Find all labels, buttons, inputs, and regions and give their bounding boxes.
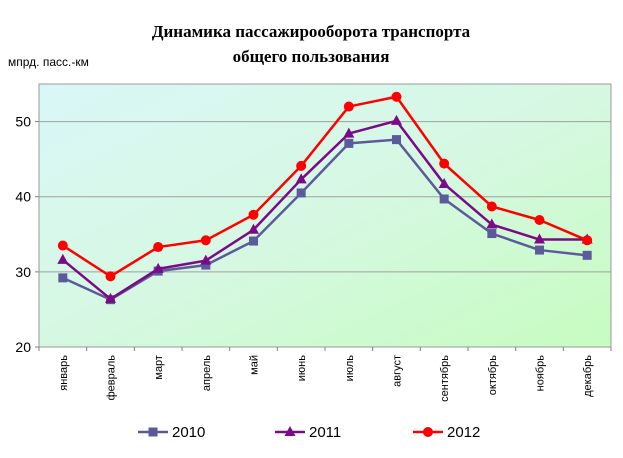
x-tick-label: июнь <box>296 355 308 381</box>
data-point <box>105 292 116 303</box>
x-axis-ticks: январь февраль март апрель май июнь июль август… <box>38 347 612 402</box>
series-line <box>62 138 588 301</box>
series-line <box>62 95 588 278</box>
x-tick-label: май <box>249 355 261 375</box>
data-point <box>248 209 259 220</box>
chart-title-line-2: общего пользования <box>233 47 390 66</box>
data-point <box>58 273 68 283</box>
x-tick-label: февраль <box>106 355 118 401</box>
data-point <box>248 223 259 234</box>
data-point <box>105 271 116 282</box>
x-tick-label: март <box>153 355 165 380</box>
legend-marker <box>148 427 158 437</box>
series-2012 <box>57 91 593 282</box>
legend-item-2012: 2012 <box>413 424 480 441</box>
legend-marker <box>423 427 433 437</box>
legend-label: 2012 <box>447 424 480 441</box>
data-point <box>343 127 355 138</box>
y-tick-label: 50 <box>15 114 31 130</box>
legend-label: 2010 <box>172 424 205 441</box>
data-point <box>487 229 497 239</box>
data-point <box>391 114 402 125</box>
series-line <box>62 119 588 301</box>
data-point <box>152 262 164 273</box>
x-tick-label: декабрь <box>582 355 594 397</box>
data-point <box>535 245 544 255</box>
data-point <box>439 194 449 204</box>
legend-item-2011: 2011 <box>275 424 341 441</box>
x-tick-label: октябрь <box>487 355 499 395</box>
x-tick-label: июль <box>344 355 356 382</box>
data-point <box>200 254 212 265</box>
chart-title-line-1: Динамика пассажирооборота транспорта <box>152 22 471 41</box>
legend-marker <box>284 426 296 436</box>
legend-label: 2011 <box>309 424 341 441</box>
data-point <box>295 173 307 184</box>
plot-area <box>38 83 612 348</box>
x-tick-label: август <box>392 355 404 387</box>
data-point <box>249 236 258 246</box>
grid-lines <box>39 121 611 273</box>
data-point <box>201 260 211 270</box>
y-tick-label: 20 <box>15 339 31 355</box>
data-point <box>391 91 402 102</box>
x-tick-label: сентябрь <box>439 355 451 402</box>
data-point <box>343 101 354 112</box>
y-axis-ticks: 20 30 40 50 <box>15 114 39 355</box>
legend: 2010 2011 2012 <box>138 424 480 441</box>
series-group <box>57 91 593 305</box>
legend-item-2010: 2010 <box>138 424 205 441</box>
x-tick-label: апрель <box>201 355 213 391</box>
data-point <box>296 188 306 198</box>
data-point <box>534 233 545 244</box>
data-point <box>344 138 354 148</box>
data-point <box>57 240 68 251</box>
x-tick-label: ноябрь <box>535 355 547 392</box>
data-point <box>57 253 69 264</box>
series-2011 <box>57 114 593 303</box>
data-point <box>392 135 401 145</box>
data-point <box>582 250 592 260</box>
x-tick-label: январь <box>58 355 70 391</box>
data-point <box>200 235 211 246</box>
y-tick-label: 40 <box>15 189 31 205</box>
data-point <box>438 177 450 188</box>
data-point <box>486 218 498 229</box>
data-point <box>534 215 545 226</box>
data-point <box>153 242 164 253</box>
data-point <box>486 201 497 212</box>
y-tick-label: 30 <box>15 264 31 280</box>
data-point <box>439 158 450 169</box>
y-axis-unit-label: мпрд. пасс.-км <box>8 55 89 69</box>
data-point <box>296 160 307 171</box>
data-point <box>582 235 593 246</box>
